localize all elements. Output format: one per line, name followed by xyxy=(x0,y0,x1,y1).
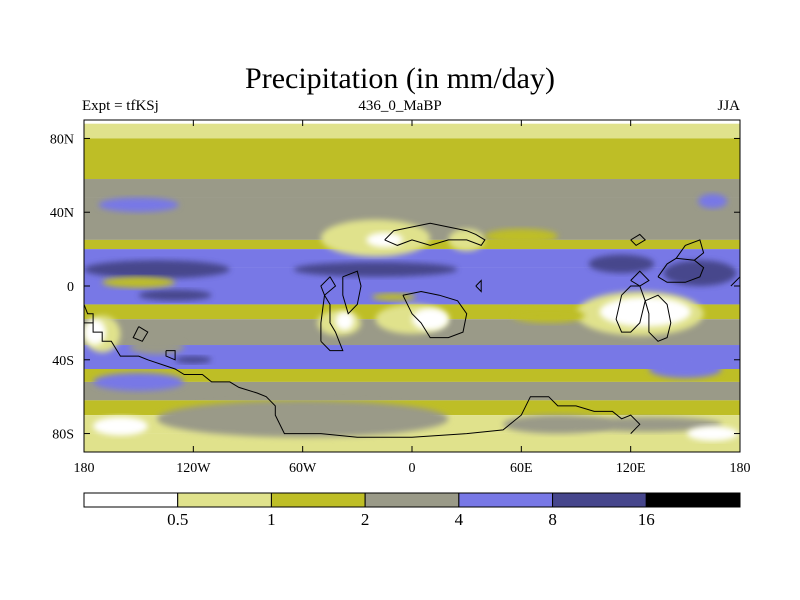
colorbar-segment-4 xyxy=(458,492,554,508)
precip-feature-7 xyxy=(293,262,458,277)
precip-feature-22 xyxy=(129,339,185,355)
coastline-15 xyxy=(630,233,646,247)
coastline-2 xyxy=(132,326,149,342)
coastline-1 xyxy=(84,304,94,323)
time-label: 436_0_MaBP xyxy=(358,98,442,114)
precip-feature-0 xyxy=(98,197,179,213)
colorbar-label-4: 8 xyxy=(548,510,557,529)
precip-feature-5 xyxy=(484,228,558,244)
y-tick-label-0: 80N xyxy=(50,132,74,147)
precip-feature-29 xyxy=(156,400,449,438)
precip-feature-6 xyxy=(84,260,230,279)
coastline-4 xyxy=(320,293,344,352)
colorbar-label-0: 0.5 xyxy=(167,510,188,529)
precip-feature-23 xyxy=(175,356,212,364)
precip-band-3 xyxy=(84,179,740,198)
y-tick-label-1: 40N xyxy=(50,206,74,221)
coastline-11 xyxy=(615,285,646,333)
chart-title: Precipitation (in mm/day) xyxy=(245,62,555,95)
colorbar-segment-2 xyxy=(270,492,366,508)
coastline-12 xyxy=(644,294,672,342)
colorbar: 0.5 1 2 4 8 16 xyxy=(83,492,741,529)
precip-feature-9 xyxy=(588,254,655,274)
precip-band-6 xyxy=(84,249,740,268)
x-tick-label-1: 120W xyxy=(176,461,211,476)
precip-feature-26 xyxy=(576,416,722,432)
precip-feature-28 xyxy=(687,426,739,441)
precip-feature-16 xyxy=(335,311,354,331)
colorbar-segment-1 xyxy=(177,492,272,508)
precip-feature-24 xyxy=(648,359,722,379)
coastline-0 xyxy=(84,322,641,438)
colorbar-label-3: 4 xyxy=(455,510,464,529)
experiment-label: Expt = tfKSj xyxy=(82,98,159,114)
colorbar-segment-6 xyxy=(645,492,741,508)
precip-feature-8 xyxy=(663,260,737,287)
colorbar-label-1: 1 xyxy=(267,510,276,529)
colorbar-segment-0 xyxy=(83,492,179,508)
x-tick-label-6: 180 xyxy=(730,461,751,476)
coastline-6 xyxy=(320,276,337,297)
precip-band-2 xyxy=(84,138,740,180)
y-tick-label-2: 0 xyxy=(67,280,74,295)
coastline-10 xyxy=(630,270,650,287)
continent-outlines xyxy=(84,222,740,438)
precip-feature-19 xyxy=(512,308,586,323)
coastline-8 xyxy=(402,290,468,339)
precip-feature-14 xyxy=(412,308,449,331)
x-tick-label-3: 0 xyxy=(409,461,416,476)
coastline-5 xyxy=(342,270,362,315)
precip-band-12 xyxy=(84,381,740,401)
colorbar-segment-5 xyxy=(552,492,647,508)
axis-ticks: 180 120W 60W 0 60E 120E 180 80N 40N 0 40S 80S xyxy=(50,120,751,476)
precip-feature-25 xyxy=(93,372,185,392)
season-label: JJA xyxy=(717,98,740,114)
coastline-3 xyxy=(165,350,176,361)
x-tick-label-2: 60W xyxy=(289,461,317,476)
precip-feature-11 xyxy=(102,276,176,288)
precip-band-11 xyxy=(84,369,740,382)
y-tick-label-4: 80S xyxy=(52,428,74,443)
colorbar-label-5: 16 xyxy=(638,510,655,529)
coastline-13 xyxy=(657,257,705,283)
coastline-7 xyxy=(384,222,486,247)
precip-feature-1 xyxy=(698,193,728,209)
y-tick-label-3: 40S xyxy=(52,354,74,369)
x-tick-label-5: 120E xyxy=(616,461,646,476)
x-tick-label-4: 60E xyxy=(510,461,533,476)
x-tick-label-0: 180 xyxy=(74,461,95,476)
precip-feature-18 xyxy=(599,297,691,327)
precip-feature-12 xyxy=(371,293,416,301)
precipitation-field xyxy=(84,120,740,452)
precip-band-1 xyxy=(84,123,740,139)
precip-band-10 xyxy=(84,345,740,369)
precip-feature-27 xyxy=(93,416,148,436)
coastline-16 xyxy=(730,276,740,287)
colorbar-label-2: 2 xyxy=(361,510,370,529)
colorbar-segment-3 xyxy=(364,492,460,508)
precip-band-15 xyxy=(84,433,740,452)
precip-feature-30 xyxy=(503,415,613,434)
coastline-14 xyxy=(675,239,705,261)
precip-feature-10 xyxy=(138,289,212,301)
coastline-9 xyxy=(475,279,482,293)
